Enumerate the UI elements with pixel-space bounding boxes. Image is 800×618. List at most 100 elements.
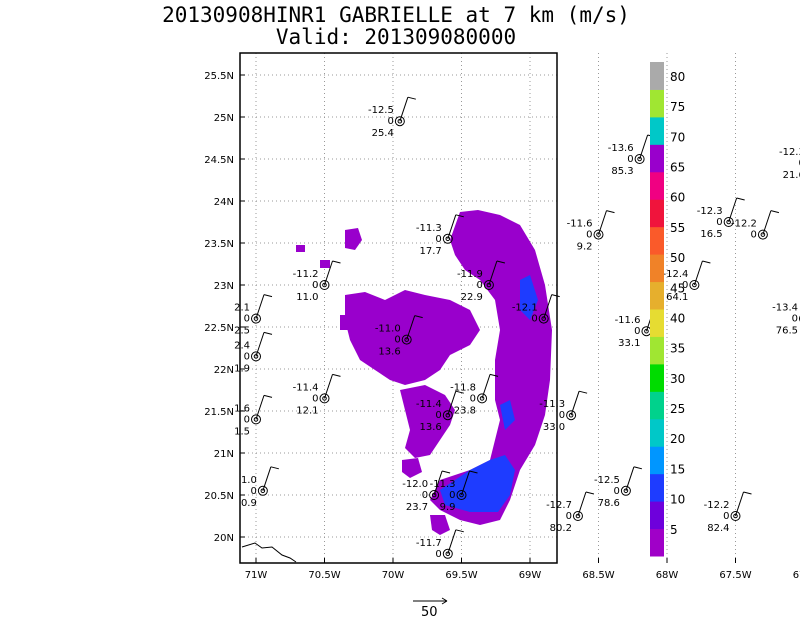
station-temperature: -11.3 [416, 223, 442, 234]
station-center [596, 232, 601, 237]
echo-region [400, 385, 455, 458]
station-value: 21.6 [783, 170, 800, 181]
colorbar-swatch [650, 171, 664, 200]
station-center [726, 219, 731, 225]
station-temperature: -12.4 [663, 269, 689, 280]
station-center [575, 513, 581, 519]
lat-tick-label: 24.5N [204, 155, 234, 166]
colorbar-label: 25 [670, 402, 685, 416]
station-value: 17.7 [420, 246, 442, 257]
wind-barb [262, 466, 272, 491]
echo-region [345, 228, 362, 250]
station-temperature: 2.1 [234, 303, 250, 314]
station-zero: 0 [449, 490, 455, 501]
station-center [760, 232, 766, 237]
station-zero: 0 [312, 393, 318, 404]
station-zero: 0 [477, 280, 483, 291]
wind-barb [399, 97, 409, 122]
wind-barb [543, 294, 553, 319]
colorbar-swatch [650, 418, 664, 447]
wind-barb-flag [332, 260, 341, 264]
station-value: 16.5 [700, 229, 722, 240]
colorbar-swatch [650, 254, 664, 283]
station-center [253, 417, 259, 422]
station-temperature: -11.6 [615, 315, 641, 326]
wind-barb [488, 260, 498, 286]
station-temperature: 1.0 [241, 475, 257, 486]
station-zero: 0 [798, 158, 800, 169]
station-ring [251, 414, 261, 425]
map-frame [239, 52, 558, 564]
colorbar-swatch [650, 501, 664, 530]
station-center [322, 396, 327, 401]
station-temperature: -11.3 [430, 479, 456, 490]
station-zero: 0 [470, 393, 476, 404]
station-ring [538, 313, 549, 324]
station-zero: 0 [566, 511, 572, 522]
reference-vector: 50 [413, 597, 448, 618]
echo-region [430, 515, 450, 535]
station-plot: -11.309.9 [430, 470, 478, 513]
station-value: 23.7 [406, 502, 428, 513]
station-ring [634, 154, 645, 164]
colorbar-swatch [650, 89, 664, 118]
coastline [241, 542, 297, 563]
station-temperature: -11.6 [567, 219, 593, 230]
wind-barb-flag [736, 197, 745, 201]
colorbar-swatch [650, 336, 664, 365]
station-ring [429, 490, 440, 500]
station-temperature: -11.7 [416, 538, 442, 549]
wind-barb [447, 529, 457, 554]
colorbar-label: 55 [670, 221, 685, 235]
station-ring [620, 485, 631, 496]
station-zero: 0 [627, 154, 633, 165]
station-zero: 0 [244, 314, 250, 325]
station-temperature: -11.3 [539, 399, 565, 410]
colorbar-label: 50 [670, 251, 685, 265]
lon-tick-label: 71W [245, 570, 268, 581]
station-center [644, 328, 649, 334]
station-zero: 0 [716, 217, 722, 228]
station-plots: -12.5025.4-13.6085.3-12.3021.6-11.3017.7… [234, 96, 800, 560]
station-ring [251, 351, 261, 362]
wind-barb [762, 210, 772, 235]
wind-barb-flag [407, 96, 416, 100]
lon-tick-label: 70.5W [308, 570, 340, 581]
lon-tick-label: 69.5W [445, 570, 477, 581]
wind-barb-flag [263, 331, 273, 335]
wind-barb-flag [270, 466, 279, 470]
wind-barb-flag [332, 373, 341, 377]
station-ring [689, 280, 700, 290]
station-center [568, 412, 574, 418]
colorbar-swatches [650, 62, 664, 557]
wind-barb-flag [585, 491, 595, 495]
station-center [253, 316, 259, 321]
wind-barb-flag [633, 466, 643, 470]
wind-barb-flag [455, 214, 464, 218]
colorbar-swatch [650, 446, 664, 475]
station-value: 13.6 [420, 422, 442, 433]
wind-barb-flag [489, 373, 499, 377]
station-value: 76.5 [776, 326, 798, 337]
station-temperature: -11.8 [450, 382, 476, 393]
colorbar-label: 60 [670, 191, 685, 205]
reference-vector-label: 50 [421, 605, 438, 618]
station-plot: 2.401.9 [234, 331, 273, 374]
station-ring [730, 511, 741, 521]
lon-tick-label: 67.5W [719, 570, 751, 581]
echo-region [340, 315, 348, 330]
station-ring [251, 313, 261, 324]
wind-barb [481, 374, 491, 399]
station-zero: 0 [244, 351, 250, 362]
station-zero: 0 [751, 230, 757, 241]
echo-region-strong [440, 455, 515, 512]
echo-region [296, 245, 305, 252]
wind-barb-flag [770, 210, 780, 214]
colorbar-label: 35 [670, 342, 685, 356]
